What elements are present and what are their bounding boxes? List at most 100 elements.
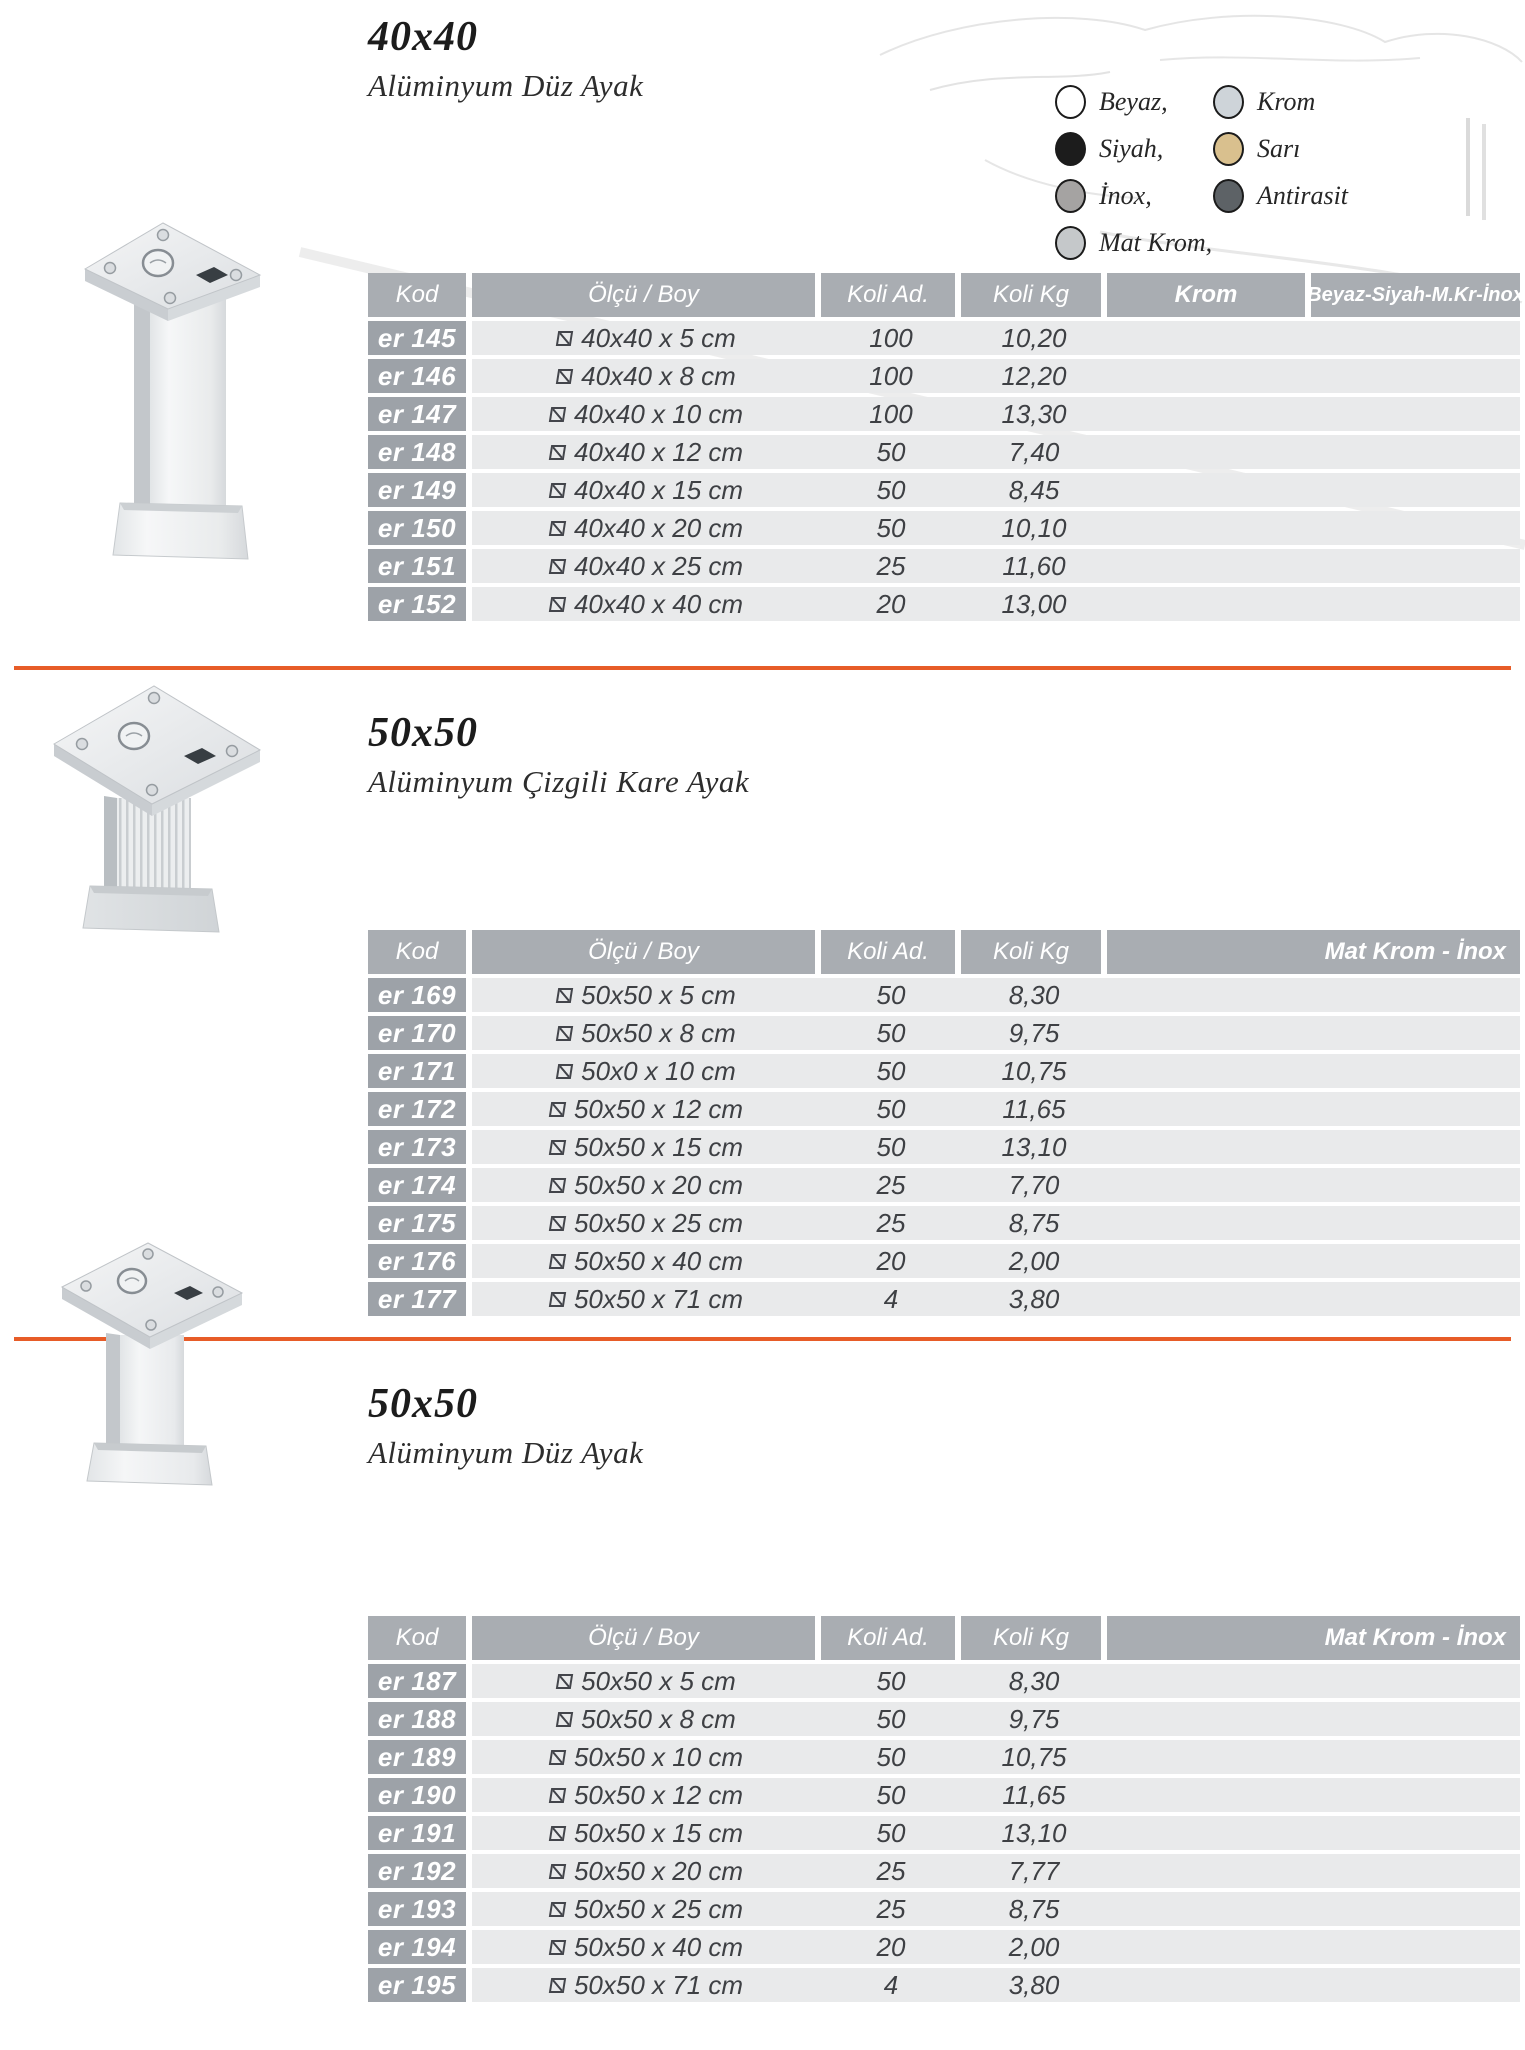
siyah-color-swatch [1055, 131, 1086, 166]
row-koli-ad-cell: 100 [821, 321, 961, 355]
row-olcu-cell: 50x50 x 20 cm [472, 1168, 821, 1202]
row-kod-cell: er 175 [368, 1206, 466, 1240]
row-koli-kg-cell: 8,30 [961, 1664, 1107, 1698]
row-olcu-cell: 40x40 x 25 cm [472, 549, 821, 583]
row-kod-cell: er 150 [368, 511, 466, 545]
header-cell-koli-kg: Koli Kg [961, 930, 1101, 974]
row-kod-cell: er 187 [368, 1664, 466, 1698]
table-row: er 172 50x50 x 12 cm 50 11,65 [368, 1092, 1520, 1126]
row-koli-kg-cell: 10,75 [961, 1054, 1107, 1088]
row-kod-cell: er 176 [368, 1244, 466, 1278]
row-koli-ad-cell: 20 [821, 1244, 961, 1278]
row-koli-ad-cell: 50 [821, 1054, 961, 1088]
row-empty-cell [1107, 511, 1311, 545]
row-koli-kg-cell: 3,80 [961, 1282, 1107, 1316]
table-header-row: Kod Ölçü / Boy Koli Ad. Koli Kg Mat Krom - İ… [368, 1616, 1520, 1660]
row-kod-cell: er 170 [368, 1016, 466, 1050]
square-profile-icon [555, 330, 574, 346]
olcu-text: 50x50 x 20 cm [573, 1855, 744, 1886]
row-empty-cell [1107, 1206, 1520, 1240]
row-empty-cell [1107, 435, 1311, 469]
table-row: er 192 50x50 x 20 cm 25 7,77 [368, 1854, 1520, 1888]
row-koli-kg-cell: 11,65 [961, 1092, 1107, 1126]
table-row: er 176 50x50 x 40 cm 20 2,00 [368, 1244, 1520, 1278]
row-koli-ad-cell: 25 [821, 1206, 961, 1240]
header-cell-kod: Kod [368, 273, 466, 317]
row-koli-kg-cell: 13,30 [961, 397, 1107, 431]
row-kod-cell: er 151 [368, 549, 466, 583]
row-koli-kg-cell: 12,20 [961, 359, 1107, 393]
product-photo-50x50-flat-leg [60, 1242, 244, 1486]
header-cell-mat-krom-inox: Mat Krom - İnox [1107, 930, 1520, 974]
olcu-text: 50x50 x 20 cm [573, 1169, 744, 1200]
square-profile-icon [555, 1711, 574, 1727]
row-koli-kg-cell: 13,00 [961, 587, 1107, 621]
row-koli-ad-cell: 25 [821, 1854, 961, 1888]
row-olcu-cell: 50x0 x 10 cm [472, 1054, 821, 1088]
row-koli-kg-cell: 8,75 [961, 1206, 1107, 1240]
row-koli-kg-cell: 2,00 [961, 1244, 1107, 1278]
row-olcu-cell: 50x50 x 15 cm [472, 1816, 821, 1850]
square-profile-icon [548, 1825, 567, 1841]
row-empty-cell [1107, 1016, 1520, 1050]
section-1-heading: 40x40 Alüminyum Düz Ayak [368, 16, 643, 104]
row-olcu-cell: 40x40 x 15 cm [472, 473, 821, 507]
row-koli-kg-cell: 10,20 [961, 321, 1107, 355]
header-cell-koli-kg: Koli Kg [961, 1616, 1101, 1660]
olcu-text: 50x50 x 71 cm [573, 1969, 744, 2000]
row-olcu-cell: 50x50 x 71 cm [472, 1282, 821, 1316]
section-2-heading: 50x50 Alüminyum Çizgili Kare Ayak [368, 712, 749, 800]
row-empty-cell [1107, 587, 1311, 621]
row-olcu-cell: 50x50 x 25 cm [472, 1892, 821, 1926]
row-empty-cell [1107, 1282, 1520, 1316]
row-koli-ad-cell: 20 [821, 1930, 961, 1964]
product-photo-50x50-fluted-leg [53, 685, 262, 933]
row-empty-cell [1311, 511, 1520, 545]
product-table-50x50-duz: Kod Ölçü / Boy Koli Ad. Koli Kg Mat Krom - İ… [368, 1616, 1520, 2002]
square-profile-icon [555, 1063, 574, 1079]
row-kod-cell: er 193 [368, 1892, 466, 1926]
legend-item: Siyah, [1055, 125, 1212, 172]
square-profile-icon [548, 1939, 567, 1955]
header-cell-olcu-boy: Ölçü / Boy [472, 1616, 815, 1660]
table-header-row: Kod Ölçü / Boy Koli Ad. Koli Kg Mat Krom - İ… [368, 930, 1520, 974]
legend-item: Beyaz, [1055, 78, 1212, 125]
row-koli-ad-cell: 50 [821, 1778, 961, 1812]
row-koli-ad-cell: 25 [821, 1168, 961, 1202]
row-olcu-cell: 40x40 x 20 cm [472, 511, 821, 545]
olcu-text: 40x40 x 15 cm [573, 474, 744, 505]
olcu-text: 40x40 x 10 cm [573, 398, 744, 429]
table-row: er 152 40x40 x 40 cm 20 13,00 [368, 587, 1520, 621]
section-3-heading: 50x50 Alüminyum Düz Ayak [368, 1383, 643, 1471]
row-empty-cell [1107, 1778, 1520, 1812]
square-profile-icon [548, 444, 567, 460]
square-profile-icon [548, 1291, 567, 1307]
table-row: er 145 40x40 x 5 cm 100 10,20 [368, 321, 1520, 355]
table-row: er 189 50x50 x 10 cm 50 10,75 [368, 1740, 1520, 1774]
header-cell-koli-kg: Koli Kg [961, 273, 1101, 317]
table-row: er 146 40x40 x 8 cm 100 12,20 [368, 359, 1520, 393]
olcu-text: 50x50 x 5 cm [581, 979, 736, 1010]
olcu-text: 50x50 x 25 cm [573, 1893, 744, 1924]
row-koli-ad-cell: 50 [821, 435, 961, 469]
row-kod-cell: er 173 [368, 1130, 466, 1164]
row-koli-ad-cell: 50 [821, 1664, 961, 1698]
row-koli-ad-cell: 25 [821, 549, 961, 583]
row-empty-cell [1107, 1968, 1520, 2002]
row-kod-cell: er 188 [368, 1702, 466, 1736]
table-header-row: Kod Ölçü / Boy Koli Ad. Koli Kg Krom Beyaz-Si… [368, 273, 1524, 317]
square-profile-icon [548, 596, 567, 612]
row-olcu-cell: 50x50 x 5 cm [472, 978, 821, 1012]
section-subtitle: Alüminyum Düz Ayak [368, 1435, 644, 1470]
row-kod-cell: er 190 [368, 1778, 466, 1812]
row-olcu-cell: 50x50 x 12 cm [472, 1092, 821, 1126]
row-kod-cell: er 192 [368, 1854, 466, 1888]
header-cell-olcu-boy: Ölçü / Boy [472, 930, 815, 974]
row-koli-kg-cell: 13,10 [961, 1816, 1107, 1850]
product-photo-40x40-flat-leg [83, 222, 262, 560]
square-profile-icon [548, 1215, 567, 1231]
table-row: er 190 50x50 x 12 cm 50 11,65 [368, 1778, 1520, 1812]
olcu-text: 50x50 x 8 cm [581, 1703, 736, 1734]
olcu-text: 40x40 x 5 cm [581, 322, 736, 353]
row-empty-cell [1107, 1930, 1520, 1964]
